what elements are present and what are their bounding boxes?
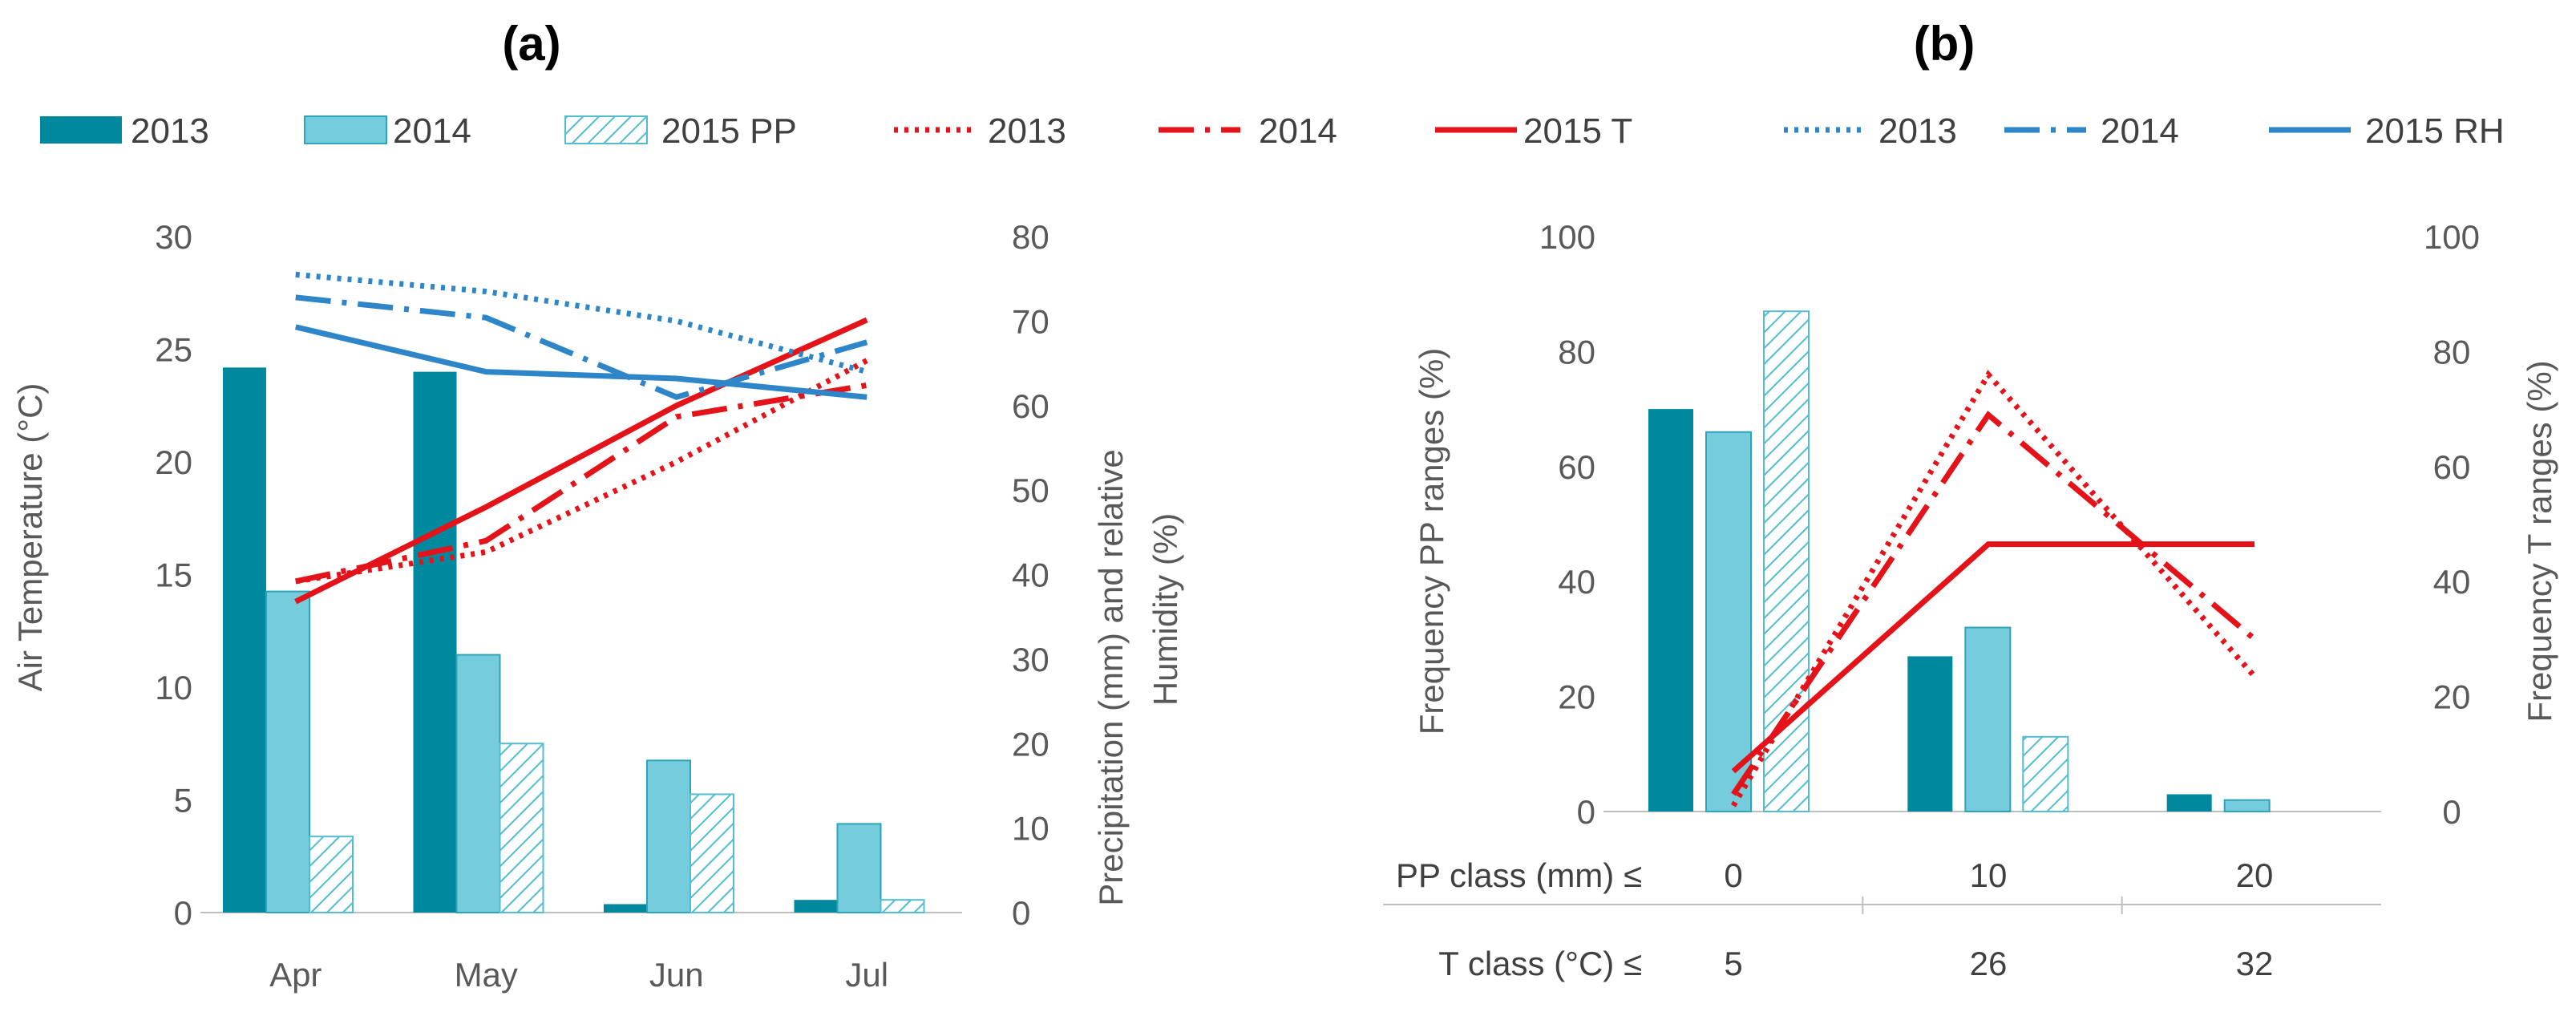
line-a-2013-rh: [295, 271, 868, 374]
panel-b-y-right-tick: 20: [2433, 678, 2471, 716]
bar-a-2013-jun: [604, 904, 647, 913]
panel-a-y-right-title-line2: Humidity (%): [1146, 513, 1184, 706]
panel-b-y-right-tick: 40: [2433, 563, 2471, 601]
panel-a-y-right-tick: 0: [1012, 894, 1030, 932]
panel-a-x-tick: Jun: [649, 956, 704, 994]
line-a-2015-t: [294, 317, 868, 605]
panel-b-y-right-tick: 80: [2433, 333, 2471, 370]
line-b-2013-t: [1730, 370, 2257, 808]
panel-a-title: (a): [502, 17, 560, 71]
panel-b-y-left-tick: 100: [1539, 218, 1595, 256]
line-a-2015-rh: [294, 324, 867, 400]
legend-label-9: 2015 RH: [2365, 111, 2505, 151]
panel-a-y-left-tick: 15: [155, 557, 192, 594]
bar-a-2014-apr: [265, 590, 310, 913]
bar-a-2015-pp-apr: [309, 836, 354, 913]
bar-a-2014-may: [455, 654, 501, 913]
panel-b-y-left-tick: 60: [1558, 448, 1595, 486]
t-class-label: T class (°C) ≤: [1438, 945, 1642, 982]
bar-b-2014-class-1: [1705, 431, 1752, 813]
bar-b-2013-class-3: [2166, 794, 2212, 812]
panel-b-y-left-tick: 40: [1558, 563, 1595, 601]
panel-a-x-tick: Apr: [269, 956, 321, 994]
legend-label-4: 2013: [988, 111, 1066, 151]
panel-b-y-left-tick: 0: [1577, 793, 1595, 831]
legend-label-5: 2014: [1259, 111, 1337, 151]
pp-class-value: 20: [2236, 856, 2274, 894]
legend-label-7: 2013: [1878, 111, 1957, 151]
chart-panel-b: Frequency PP ranges (%) Frequency T rang…: [1383, 218, 2558, 982]
panel-a-x-tick: May: [455, 956, 518, 994]
bar-a-2014-jun: [646, 759, 691, 914]
panel-a-y-right-tick: 50: [1012, 472, 1049, 509]
panel-b-y-left-title: Frequency PP ranges (%): [1413, 348, 1450, 735]
bar-a-2013-may: [413, 371, 457, 913]
panel-a-y-left-title: Air Temperature (°C): [11, 383, 49, 692]
line-b-2015-t: [1731, 541, 2255, 774]
legend-label-8: 2014: [2101, 111, 2179, 151]
panel-b-y-left-tick: 20: [1558, 678, 1595, 716]
line-a-2014-rh: [295, 294, 868, 400]
t-class-value: 5: [1724, 945, 1742, 982]
bar-b-2015-pp-class-1: [1763, 310, 1810, 812]
panel-a-y-right-tick: 30: [1012, 641, 1049, 678]
panel-a-y-left-tick: 10: [155, 669, 192, 706]
panel-a-x-tick: Jul: [845, 956, 888, 994]
legend-swatch-2: [304, 115, 387, 144]
panel-b-title: (b): [1914, 17, 1975, 71]
legend-label-3: 2015 PP: [661, 111, 797, 151]
legend-swatch-3: [564, 115, 648, 144]
bar-a-2013-apr: [223, 367, 266, 913]
bar-b-2014-class-2: [1964, 626, 2012, 812]
panel-a-y-right-tick: 60: [1012, 387, 1049, 425]
line-b-2014-t: [1731, 411, 2257, 796]
panel-a-y-right-tick: 80: [1012, 218, 1049, 256]
panel-a-y-right-tick: 70: [1012, 302, 1049, 340]
panel-b-y-right-tick: 0: [2442, 793, 2461, 831]
panel-b-y-right-title: Frequency T ranges (%): [2521, 360, 2558, 722]
bar-a-2014-jul: [836, 823, 882, 913]
bar-a-2015-pp-may: [499, 743, 544, 913]
bar-a-2015-pp-jul: [880, 899, 925, 913]
panel-b-y-right-tick: 100: [2424, 218, 2480, 256]
panel-a-y-right-tick: 10: [1012, 810, 1049, 848]
legend-label-1: 2013: [131, 111, 209, 151]
pp-class-value: 0: [1724, 856, 1742, 894]
t-class-value: 26: [1970, 945, 2008, 982]
panel-b-y-right-tick: 60: [2433, 448, 2471, 486]
legend-swatch-1: [40, 116, 122, 144]
panel-a-y-left-tick: 20: [155, 443, 192, 481]
bar-a-2013-jul: [794, 900, 838, 913]
panel-a-y-right-tick: 40: [1012, 557, 1049, 594]
panel-a-y-right-tick: 20: [1012, 725, 1049, 763]
bar-b-2013-class-1: [1648, 409, 1693, 812]
line-a-2014-t: [295, 383, 867, 585]
pp-class-label: PP class (mm) ≤: [1396, 856, 1642, 894]
bar-b-2013-class-2: [1907, 656, 1953, 812]
panel-b-y-left-tick: 80: [1558, 333, 1595, 370]
panel-a-y-left-tick: 30: [155, 218, 192, 256]
legend-label-2: 2014: [393, 111, 471, 151]
pp-class-value: 10: [1970, 856, 2008, 894]
bar-a-2015-pp-jun: [689, 793, 734, 913]
legend-label-6: 2015 T: [1523, 111, 1632, 151]
panel-a-y-left-tick: 5: [174, 782, 192, 820]
bar-b-2015-pp-class-2: [2022, 735, 2069, 812]
bar-b-2014-class-3: [2223, 799, 2271, 812]
panel-a-y-right-title-line1: Precipitation (mm) and relative: [1092, 449, 1130, 906]
line-a-2013-t: [295, 358, 868, 585]
panel-a-y-left-tick: 0: [174, 894, 192, 932]
panel-a-y-left-tick: 25: [155, 331, 192, 369]
legend: 2013 2014 2015 PP 2013 2014 2015 T 2013 2014 201…: [40, 111, 2505, 151]
chart-panel-a: Air Temperature (°C) Precipitation (mm) …: [11, 218, 1184, 994]
t-class-value: 32: [2236, 945, 2274, 982]
